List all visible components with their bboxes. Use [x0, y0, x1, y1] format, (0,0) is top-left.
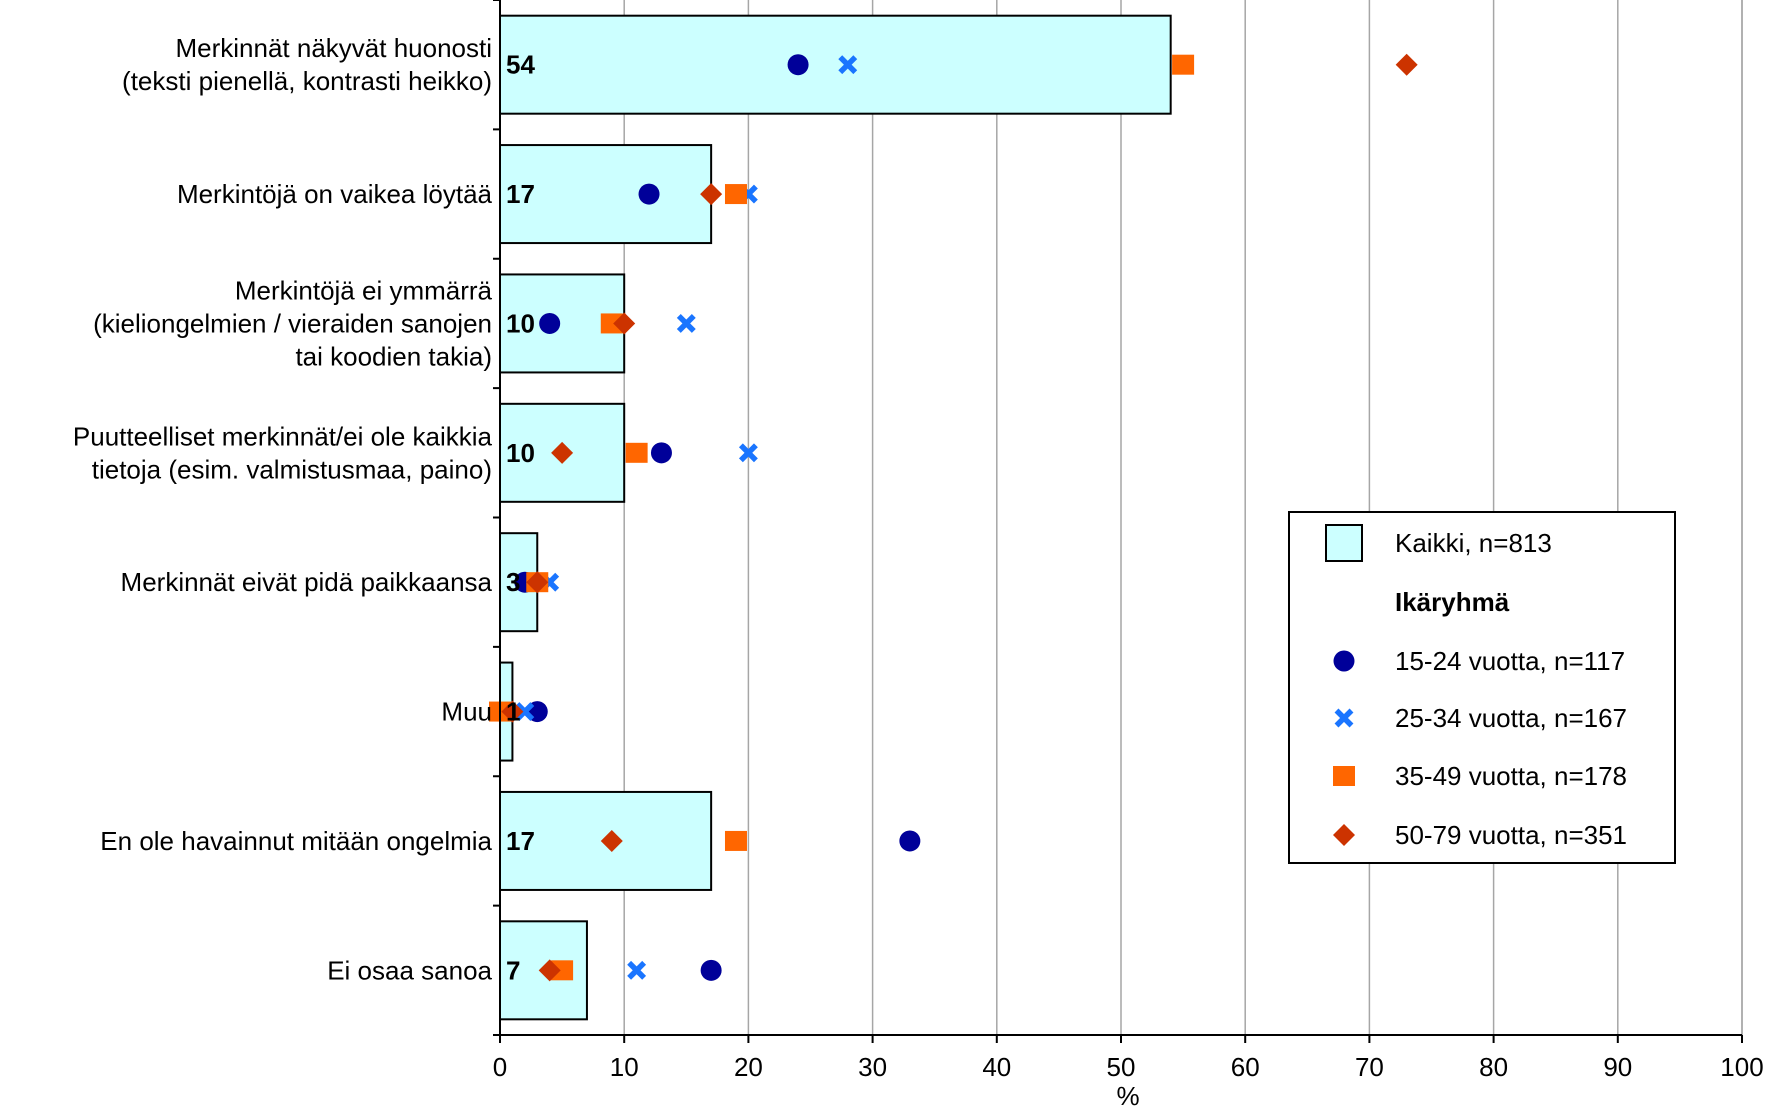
bar [499, 144, 713, 245]
circle-marker [539, 312, 561, 334]
x-tick-label: 40 [982, 1052, 1011, 1082]
x-tick-label: 60 [1231, 1052, 1260, 1082]
diamond-marker [551, 441, 574, 464]
category-label: Merkinnät näkyvät huonosti [175, 33, 492, 63]
category-label: (teksti pienellä, kontrasti heikko) [122, 66, 492, 96]
legend-cross-marker [1334, 708, 1354, 728]
category-label: Merkintöjä ei ymmärrä [235, 275, 493, 305]
bar-value-label: 10 [506, 438, 535, 468]
square-marker [551, 960, 574, 981]
circle-marker [650, 442, 672, 464]
square-marker [724, 830, 747, 851]
legend-swatch-bar [1325, 524, 1363, 562]
bar-value-label: 7 [506, 955, 520, 985]
legend-label: 15-24 vuotta, n=117 [1395, 646, 1625, 676]
square-marker [1172, 54, 1195, 75]
circle-marker [700, 959, 722, 981]
x-tick-label: 90 [1603, 1052, 1632, 1082]
bar-value-label: 17 [506, 179, 535, 209]
x-axis-title: % [1116, 1081, 1139, 1111]
cross-marker [627, 960, 647, 980]
x-tick-label: 10 [610, 1052, 639, 1082]
diamond-marker [700, 183, 723, 206]
x-tick-label: 80 [1479, 1052, 1508, 1082]
category-label: Merkintöjä on vaikea löytää [177, 179, 493, 209]
bar [499, 14, 1172, 115]
category-label: En ole havainnut mitään ongelmia [100, 826, 492, 856]
circle-marker [638, 183, 660, 205]
bar-value-label: 3 [506, 567, 520, 597]
square-marker [724, 184, 747, 205]
category-label: Puutteelliset merkinnät/ei ole kaikkia [73, 421, 493, 451]
cross-marker [515, 702, 535, 722]
x-tick-label: 30 [858, 1052, 887, 1082]
legend-label: 35-49 vuotta, n=178 [1395, 761, 1627, 791]
bar-value-label: 1 [506, 697, 520, 727]
category-label: (kieliongelmien / vieraiden sanojen [93, 308, 492, 338]
legend-heading: Ikäryhmä [1395, 587, 1510, 617]
cross-marker [738, 443, 758, 463]
square-marker [625, 442, 648, 463]
diamond-marker [526, 571, 549, 594]
legend-square-marker [1333, 766, 1355, 786]
legend-label: 50-79 vuotta, n=351 [1395, 820, 1627, 850]
legend-circle-marker [1333, 650, 1355, 672]
x-tick-label: 0 [493, 1052, 507, 1082]
x-tick-label: 100 [1720, 1052, 1763, 1082]
square-marker [600, 313, 623, 334]
x-tick-label: 70 [1355, 1052, 1384, 1082]
x-tick-label: 50 [1107, 1052, 1136, 1082]
category-label: Merkinnät eivät pidä paikkaansa [121, 567, 493, 597]
category-label: tai koodien takia) [295, 341, 492, 371]
axes: 0 10 20 30 40 50 60 70 80 90 100 [493, 0, 1764, 1082]
circle-marker [787, 54, 809, 76]
legend-diamond-marker [1333, 824, 1355, 846]
diamond-marker [1395, 53, 1418, 76]
legend-label: Kaikki, n=813 [1395, 528, 1552, 558]
legend: Kaikki, n=813 Ikäryhmä 15-24 vuotta, n=117… [1288, 511, 1676, 864]
category-labels: Merkinnät näkyvät huonosti(teksti pienel… [73, 33, 493, 985]
bars [499, 14, 1172, 1021]
category-label: Ei osaa sanoa [327, 955, 492, 985]
cross-marker [676, 313, 696, 333]
bar-value-label: 54 [506, 50, 535, 80]
legend-box [1288, 511, 1676, 864]
diamond-marker [613, 312, 636, 335]
x-tick-label: 20 [734, 1052, 763, 1082]
legend-label: 25-34 vuotta, n=167 [1395, 703, 1627, 733]
diamond-marker [538, 959, 561, 982]
diamond-marker [600, 829, 623, 852]
circle-marker [899, 830, 921, 852]
bar-value-label: 17 [506, 826, 535, 856]
diamond-marker [501, 700, 524, 723]
markers: 54 17 10 10 3 1 17 7 [489, 50, 1418, 985]
category-label: Muu [441, 697, 492, 727]
bar-value-label: 10 [506, 308, 535, 338]
cross-marker [838, 55, 858, 75]
category-label: tietoja (esim. valmistusmaa, paino) [92, 454, 492, 484]
